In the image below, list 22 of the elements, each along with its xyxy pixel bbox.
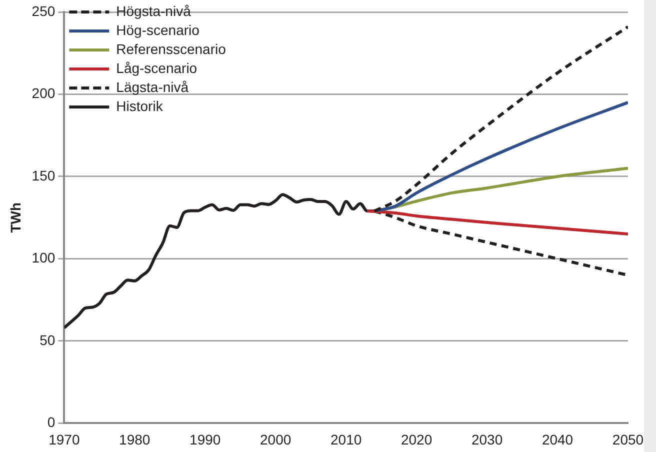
x-tick-label: 2040	[542, 431, 574, 448]
x-tick-label: 2020	[400, 431, 432, 448]
y-tick-label: 200	[32, 85, 56, 102]
legend-label: Högsta-nivå	[116, 2, 192, 19]
y-tick-label: 150	[32, 167, 56, 184]
y-tick-label: 0	[47, 414, 56, 430]
legend-label: Låg-scenario	[116, 60, 198, 76]
x-tick-label: 1970	[48, 431, 80, 448]
x-tick-label: 1990	[190, 431, 221, 448]
x-tick-label: 1980	[119, 431, 150, 448]
y-axis-title: TWh	[7, 202, 24, 233]
x-tick-label: 2030	[471, 431, 503, 448]
x-tick-label: 2000	[260, 431, 292, 448]
legend-label: Hög-scenario	[116, 22, 200, 38]
legend-label: Lägsta-nivå	[116, 78, 189, 95]
legend-label: Historik	[116, 98, 164, 114]
legend-label: Referensscenario	[116, 40, 226, 57]
y-tick-label: 50	[40, 332, 56, 348]
y-tick-label: 250	[32, 2, 56, 19]
x-tick-label: 2010	[330, 431, 362, 448]
y-tick-label: 100	[32, 250, 56, 266]
x-tick-label: 2050	[612, 431, 644, 448]
